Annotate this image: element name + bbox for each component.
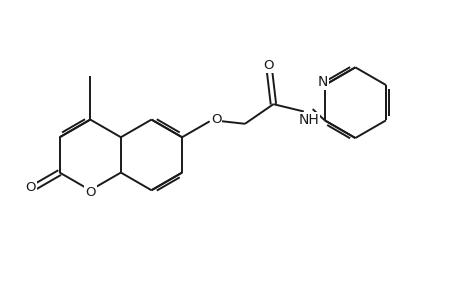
Text: O: O	[263, 59, 273, 72]
Text: O: O	[25, 181, 35, 194]
Text: N: N	[317, 75, 327, 89]
Text: O: O	[210, 113, 221, 126]
Text: NH: NH	[298, 113, 319, 128]
Text: O: O	[85, 186, 95, 199]
